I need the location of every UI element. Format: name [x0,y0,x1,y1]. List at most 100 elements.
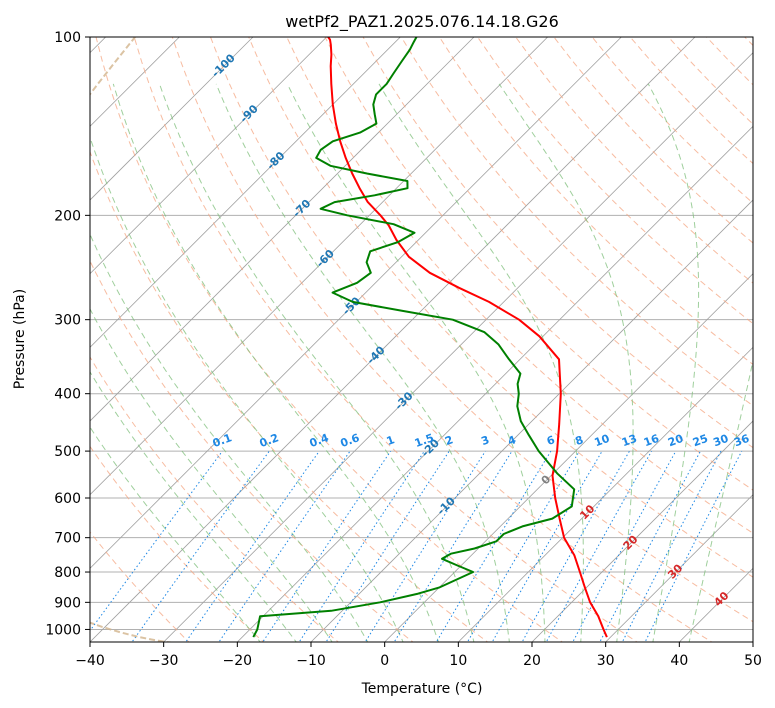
mixing-ratio-line [466,450,580,642]
dry-adiabat [90,150,489,642]
x-tick-label: −20 [223,653,253,669]
dry-adiabat [553,37,753,244]
y-tick-label: 500 [54,444,81,460]
mixing-ratio-line [325,450,450,642]
dry-adiabat [95,37,564,642]
mixing-ratio-label: 0.6 [339,431,362,450]
mixing-ratio-line [131,450,270,642]
moist-adiabat [498,83,634,642]
isotherm-line [90,37,327,275]
x-tick-label: −30 [149,653,179,669]
x-tick-label: 40 [670,653,688,669]
mixing-ratio-label: 2 [443,433,455,448]
y-axis-label: Pressure (hPa) [12,289,28,389]
mixing-ratio-label: 4 [506,433,518,448]
isotherm-line [90,37,475,422]
moist-adiabat [90,370,297,642]
mixing-ratio-label: 10 [593,432,612,450]
sounding-profiles [252,37,608,638]
isotherm-line [531,420,753,642]
isotherm-label: -90 [237,102,260,125]
moist-adiabat [90,233,369,642]
moist-adiabat [378,83,584,642]
mixing-ratio-label: 1.5 [413,431,436,450]
mixing-ratio-line [393,450,513,642]
isotherm-line [605,494,753,642]
isotherm-line [679,567,753,642]
temperature-profile [327,37,608,638]
chart-title: wetPf2_PAZ1.2025.076.14.18.G26 [285,12,559,32]
y-tick-label: 1000 [45,622,81,638]
y-tick-label: 200 [54,208,81,224]
isotherm-line [90,37,696,642]
mixing-ratio-label: 3 [479,433,491,448]
x-tick-label: −40 [75,653,105,669]
isotherm-line [752,641,753,642]
dry-adiabat [248,37,753,578]
isotherm-line [310,199,753,642]
mixing-ratio-line [364,450,486,642]
y-axis: 1000 900 800 700 600 500 400 300 200 100 [45,30,90,638]
dry-adiabat [90,445,265,642]
moist-adiabat [90,426,261,642]
dry-adiabat [438,37,753,366]
isotherm-label: 30 [665,561,685,581]
dry-adiabat [286,37,753,534]
isotherm-label: -60 [314,247,337,270]
dry-adiabat [210,37,753,623]
isotherm-line [384,273,753,642]
dewpoint-profile [252,37,576,638]
moist-adiabat [286,83,546,642]
isotherm-label: -80 [264,149,287,172]
mixing-ratio-label: 16 [642,432,661,450]
x-tick-label: 0 [380,653,389,669]
isotherm-label: -100 [209,51,238,80]
isotherm-line [90,37,401,348]
moist-adiabat [159,83,475,642]
moist-adiabat [647,83,700,642]
mixing-ratio-label: 13 [620,432,639,449]
dry-adiabat [744,37,753,47]
mixing-ratio-line [644,450,743,642]
y-tick-label: 300 [54,313,81,329]
x-tick-label: 20 [523,653,541,669]
moist-adiabat [90,135,404,642]
x-axis: −40 −30 −20 −10 0 10 20 30 40 50 [75,642,762,669]
isotherm-line [90,37,254,201]
mixing-ratio-label: 0.2 [258,431,281,450]
plot-frame [89,36,754,643]
isotherm-label: -70 [290,197,313,220]
mixing-ratio-line [298,450,425,642]
mixing-ratio-label: 6 [545,433,557,448]
y-tick-label: 600 [54,491,81,507]
dry-adiabat [90,356,339,642]
dry-adiabat [591,37,753,204]
isotherm-label: 20 [621,533,641,553]
mixing-ratio-label: 25 [691,432,710,449]
isotherm-line [90,37,548,496]
y-tick-label: 700 [54,531,81,547]
y-tick-label: 100 [54,30,81,46]
y-tick-label: 800 [54,565,81,581]
isotherm-line [90,37,622,569]
dry-adiabat [90,259,414,642]
mixing-ratio-line [599,450,701,642]
x-tick-label: 10 [449,653,467,669]
isotherm-line [237,125,753,642]
x-tick-label: 50 [744,653,762,669]
isotherm-line [163,52,753,642]
moist-adiabat [112,83,440,642]
isotherm-line [458,346,753,642]
mixing-ratio-line [218,450,351,642]
dry-adiabat [362,37,753,449]
mixing-ratio-label: 30 [711,432,730,450]
mixing-ratio-line [621,450,722,642]
mixing-ratio-line [572,450,677,642]
y-tick-label: 900 [54,595,81,611]
moist-adiabat [90,308,333,642]
dry-adiabat [515,37,753,284]
moist-adiabat [215,83,510,642]
y-tick-label: 400 [54,387,81,403]
dry-adiabat [400,37,753,407]
